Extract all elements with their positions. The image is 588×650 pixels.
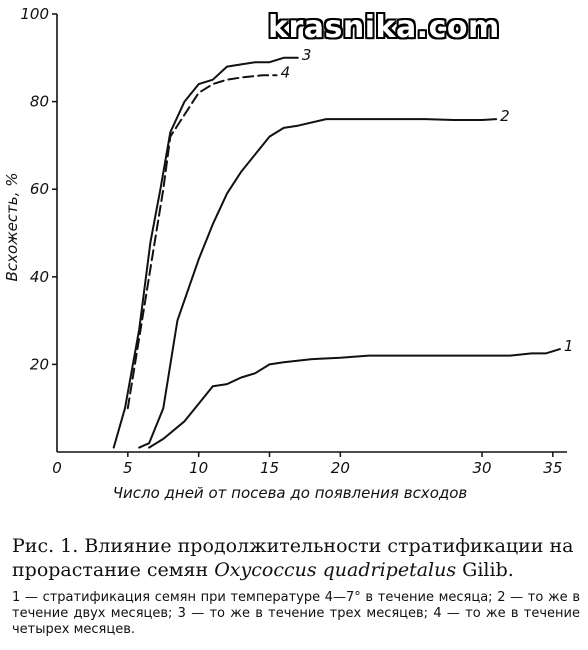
- y-axis-title: Всхожесть, %: [3, 173, 21, 282]
- curve-2: [138, 118, 498, 449]
- caption-title: Рис. 1. Влияние продолжительности страти…: [12, 534, 580, 582]
- y-tick-label: 60: [30, 180, 49, 198]
- curve-label-3: 3: [302, 46, 312, 64]
- axis-ticks: 20 40 60 80 100 0 5 10 15 20 30 35: [20, 5, 562, 477]
- x-tick-label: 20: [331, 459, 350, 477]
- curve-label-4: 4: [281, 63, 291, 81]
- caption-species: Oxycoccus quadripetalus: [214, 559, 457, 581]
- figure-caption: Рис. 1. Влияние продолжительности страти…: [12, 534, 580, 638]
- x-axis-title: Число дней от посева до появления всходо…: [113, 484, 468, 502]
- y-tick-label: 20: [30, 355, 49, 373]
- curve-1: [148, 348, 561, 449]
- y-tick-label: 100: [20, 5, 49, 23]
- caption-fig-title: Рис. 1. Влияние продолжительности страти…: [12, 535, 574, 581]
- chart-axes: [56, 14, 567, 453]
- curve-label-2: 2: [500, 107, 510, 125]
- x-tick-label: 5: [123, 459, 133, 477]
- x-tick-label: 10: [189, 459, 208, 477]
- chart-curves: 1 2 34: [112, 46, 574, 449]
- y-tick-label: 80: [30, 93, 49, 111]
- x-tick-label: 15: [260, 459, 279, 477]
- curve-label-1: 1: [564, 337, 574, 355]
- caption-author: Gilib.: [462, 559, 514, 581]
- curve-3: [112, 56, 299, 449]
- x-tick-label: 0: [52, 459, 62, 477]
- x-tick-label: 35: [543, 459, 562, 477]
- y-tick-label: 40: [30, 268, 49, 286]
- x-tick-label: 30: [472, 459, 491, 477]
- watermark-logo: krasnika.com: [268, 10, 500, 45]
- curve-4: [126, 74, 278, 410]
- caption-legend: 1 — стратификация семян при температуре …: [12, 590, 580, 637]
- chart-plot: 20 40 60 80 100 0 5 10 15 20 30 35 1 2 34 Число дней …: [3, 5, 574, 502]
